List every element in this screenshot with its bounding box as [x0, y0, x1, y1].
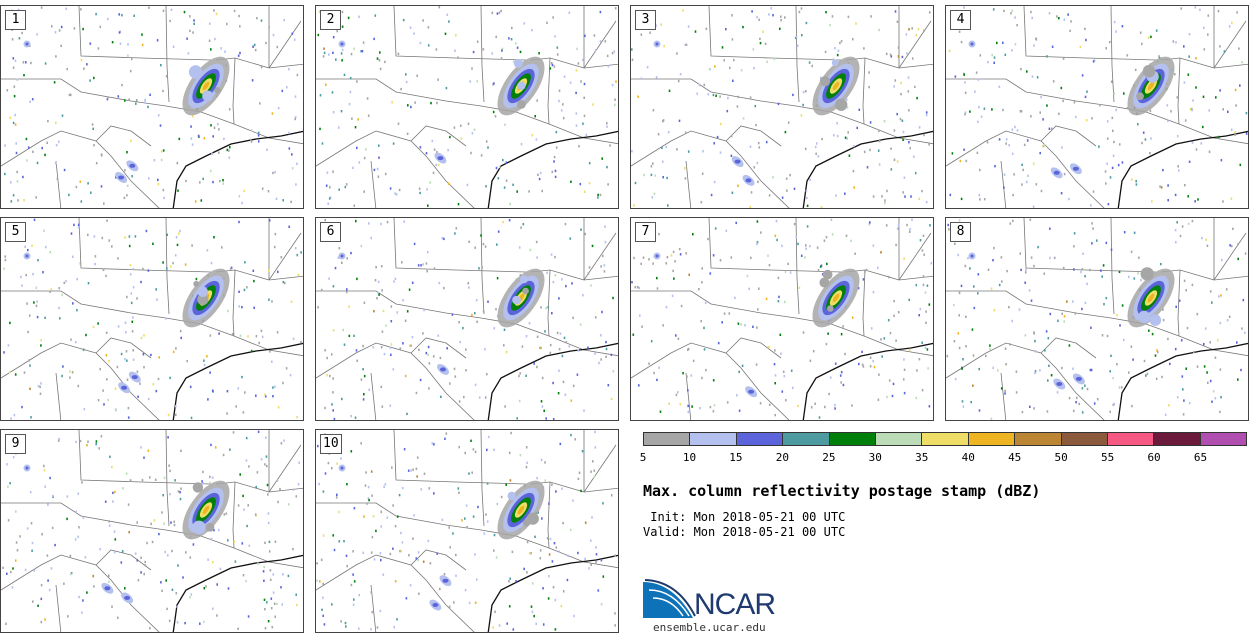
- colorbar-segment: [1107, 433, 1155, 445]
- colorbar-tick-label: 60: [1147, 451, 1161, 464]
- init-time: Init: Mon 2018-05-21 00 UTC: [643, 510, 846, 524]
- panel-map: [946, 218, 1248, 420]
- colorbar-tick-label: 25: [822, 451, 836, 464]
- colorbar-segment: [968, 433, 1016, 445]
- colorbar-segment: [875, 433, 923, 445]
- panel-map: [316, 430, 618, 632]
- panel-label: 7: [635, 222, 656, 242]
- colorbar-tick-label: 45: [1008, 451, 1022, 464]
- reflectivity-echoes: [317, 6, 617, 207]
- colorbar-tick-label: 20: [775, 451, 789, 464]
- postage-stamp-panel: 6: [315, 217, 619, 421]
- panel-label: 1: [5, 10, 26, 30]
- panel-map: [1, 218, 303, 420]
- colorbar-tick-label: 35: [915, 451, 929, 464]
- colorbar-segment: [736, 433, 784, 445]
- panel-map: [1, 430, 303, 632]
- postage-stamp-panel: 2: [315, 5, 619, 209]
- colorbar-segment: [1015, 433, 1062, 445]
- colorbar-segment: [829, 433, 876, 445]
- reflectivity-echoes: [631, 7, 931, 208]
- colorbar-segment: [690, 433, 737, 445]
- reflectivity-echoes: [631, 218, 933, 419]
- postage-stamp-panel: 8: [945, 217, 1249, 421]
- postage-stamp-panel: 3: [630, 5, 934, 209]
- colorbar-tick-label: 40: [961, 451, 975, 464]
- colorbar-tick-label: 10: [682, 451, 697, 464]
- panel-label: 5: [5, 222, 26, 242]
- colorbar-tick-label: 30: [868, 451, 882, 464]
- reflectivity-echoes: [4, 6, 299, 205]
- panel-label: 3: [635, 10, 656, 30]
- panel-map: [1, 6, 303, 208]
- colorbar-segment: [1154, 433, 1201, 445]
- colorbar-tick-label: 50: [1054, 451, 1068, 464]
- colorbar-tick-label: 55: [1100, 451, 1115, 464]
- postage-stamp-panel: 10: [315, 429, 619, 633]
- panel-map: [631, 218, 933, 420]
- colorbar-tick-label: 5: [639, 451, 647, 464]
- ncar-logo-icon: [643, 579, 696, 618]
- colorbar-segment: [922, 433, 969, 445]
- colorbar-segment: [1061, 433, 1108, 445]
- panel-label: 4: [950, 10, 971, 30]
- reflectivity-echoes: [3, 218, 302, 420]
- panel-label: 10: [320, 434, 342, 454]
- reflectivity-echoes: [2, 430, 300, 630]
- postage-stamp-panel: 1: [0, 5, 304, 209]
- colorbar-tick-label: 65: [1193, 451, 1208, 464]
- reflectivity-echoes: [946, 218, 1247, 420]
- site-url: ensemble.ucar.edu: [653, 621, 766, 634]
- panel-label: 9: [5, 434, 26, 454]
- colorbar-tick-label: 15: [729, 451, 743, 464]
- reflectivity-echoes: [316, 430, 616, 631]
- reflectivity-colorbar: [643, 432, 1247, 446]
- panel-label: 8: [950, 222, 971, 242]
- chart-title: Max. column reflectivity postage stamp (…: [643, 482, 1041, 500]
- panel-map: [946, 6, 1248, 208]
- valid-time: Valid: Mon 2018-05-21 00 UTC: [643, 525, 846, 539]
- colorbar-segment: [644, 433, 691, 445]
- reflectivity-echoes: [948, 6, 1248, 208]
- panel-label: 6: [320, 222, 341, 242]
- postage-stamp-panel: 5: [0, 217, 304, 421]
- panel-map: [316, 6, 618, 208]
- postage-stamp-panel: 4: [945, 5, 1249, 209]
- panel-map: [316, 218, 618, 420]
- panel-map: [631, 6, 933, 208]
- colorbar-segment: [1200, 433, 1247, 445]
- ncar-logo-text: NCAR: [694, 588, 776, 621]
- colorbar-segment: [783, 433, 830, 445]
- reflectivity-echoes: [317, 218, 615, 420]
- postage-stamp-panel: 7: [630, 217, 934, 421]
- postage-stamp-panel: 9: [0, 429, 304, 633]
- panel-label: 2: [320, 10, 341, 30]
